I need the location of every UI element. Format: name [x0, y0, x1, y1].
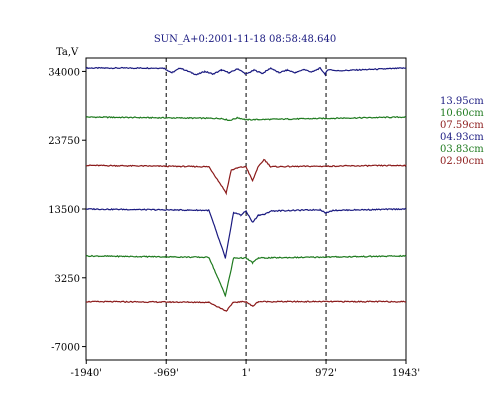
legend-entry-5: 02.90cm [440, 156, 484, 167]
series-line-07.59cm [85, 158, 407, 196]
y-tick-label-2: 13500 [48, 205, 80, 216]
series-line-10.60cm [85, 115, 407, 122]
series-lines [85, 66, 407, 313]
x-tick-label-1: -969' [154, 368, 179, 379]
y-axis: 34000 23750 13500 3250 -7000 [48, 67, 86, 354]
y-tick-label-3: 3250 [55, 274, 80, 285]
x-axis: -1940' -969' 1' 972' 1943' [70, 360, 420, 379]
y-tick-label-1: 23750 [48, 136, 80, 147]
legend-entry-2: 07.59cm [440, 120, 484, 131]
legend-entry-3: 04.93cm [440, 132, 484, 143]
series-line-04.93cm [85, 207, 407, 260]
y-tick-label-4: -7000 [51, 343, 80, 354]
legend: 13.95cm10.60cm07.59cm04.93cm03.83cm02.90… [440, 96, 484, 167]
series-line-13.95cm [85, 66, 407, 77]
legend-entry-0: 13.95cm [440, 96, 484, 107]
x-tick-label-3: 972' [315, 368, 337, 379]
series-line-03.83cm [85, 254, 407, 298]
grid-lines [165, 58, 327, 360]
x-tick-label-0: -1940' [70, 368, 102, 379]
legend-entry-4: 03.83cm [440, 144, 484, 155]
y-tick-label-0: 34000 [48, 67, 80, 78]
legend-entry-1: 10.60cm [440, 108, 484, 119]
x-tick-label-2: 1' [242, 368, 251, 379]
series-line-02.90cm [85, 300, 406, 313]
chart-title: SUN_A+0:2001-11-18 08:58:48.640 [154, 34, 336, 45]
x-tick-label-4: 1943' [392, 368, 420, 379]
y-axis-label: Ta,V [56, 47, 79, 58]
